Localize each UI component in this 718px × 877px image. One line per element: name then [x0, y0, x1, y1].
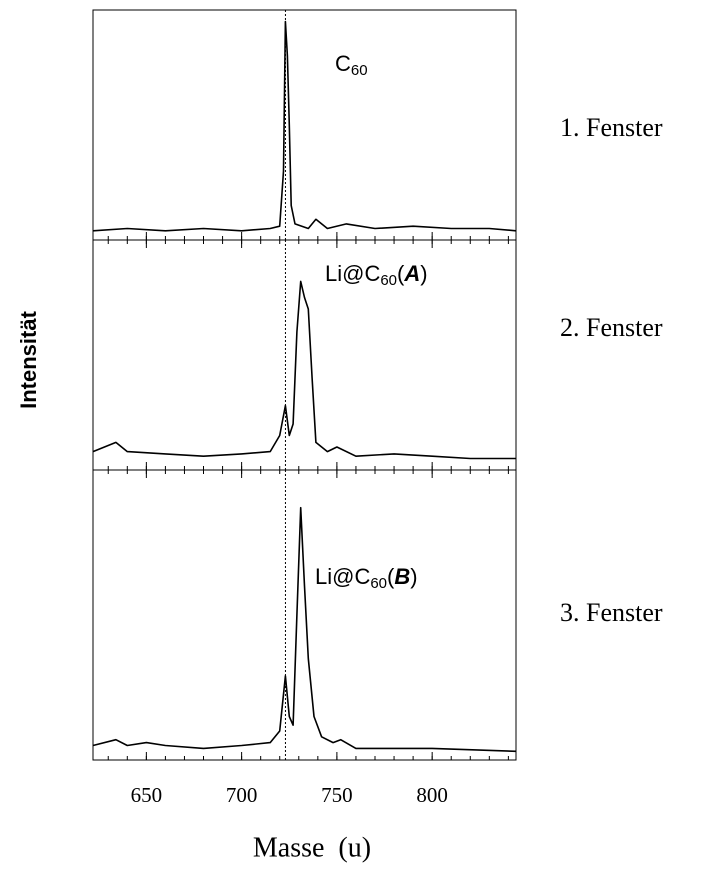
annotation-part: 60 [380, 272, 397, 289]
panel-frame [92, 469, 517, 761]
peak-annotation: Li@C60(B) [315, 564, 418, 592]
spectrum-line [92, 20, 517, 232]
annotation-part: B [394, 564, 410, 589]
annotation-part: ) [420, 261, 427, 286]
annotation-part: ( [387, 564, 395, 589]
window-label: 3. Fenster [560, 598, 663, 627]
x-tick-label: 750 [321, 783, 353, 807]
x-axis-label: Masse (u) [253, 832, 371, 863]
annotation-part: ( [397, 261, 405, 286]
spectrum-line [92, 506, 517, 753]
annotation-part: ) [410, 564, 417, 589]
panel-frame [92, 239, 517, 471]
x-tick-label: 700 [226, 783, 258, 807]
x-tick-label: 800 [416, 783, 448, 807]
annotation-part: C [335, 51, 351, 76]
annotation-part: 60 [370, 575, 387, 592]
window-label: 2. Fenster [560, 313, 663, 342]
window-label: 1. Fenster [560, 113, 663, 142]
panel-frame [92, 9, 517, 241]
peak-annotation: Li@C60(A) [325, 261, 428, 289]
spectrum-line [92, 280, 516, 460]
peak-annotation: C60 [335, 51, 368, 79]
annotation-part: 60 [351, 62, 368, 79]
x-tick-label: 650 [131, 783, 163, 807]
y-axis-label: Intensität [16, 310, 41, 408]
annotation-part: Li@C [325, 261, 380, 286]
annotation-part: A [403, 261, 420, 286]
annotation-part: Li@C [315, 564, 370, 589]
